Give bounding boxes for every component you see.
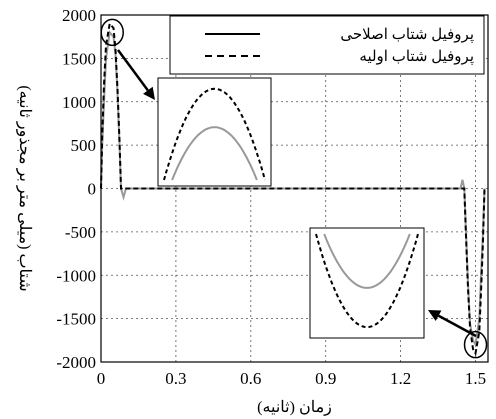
plot-frame xyxy=(100,14,489,363)
series-initial-line xyxy=(100,21,486,357)
x-tick-label: 1.2 xyxy=(390,369,411,388)
x-tick-label: 0.6 xyxy=(240,369,261,388)
x-tick-label: 0.3 xyxy=(165,369,186,388)
x-axis-label: زمان (ثانیه) xyxy=(257,399,332,416)
legend-label-initial: پروفیل شتاب اولیه xyxy=(359,49,474,65)
y-axis-label: شتاب (میلی متر بر مجذور ثانیه) xyxy=(16,85,33,291)
x-tick-label: 0.9 xyxy=(315,369,336,388)
y-tick-label: 1500 xyxy=(62,49,96,68)
legend: پروفیل شتاب اصلاحی پروفیل شتاب اولیه xyxy=(169,15,485,75)
y-tick-label: -1000 xyxy=(56,266,96,285)
inset-layer xyxy=(100,18,488,359)
y-tick-label: 0 xyxy=(88,180,97,199)
zoom-trough xyxy=(309,227,488,359)
y-tick-label: -1500 xyxy=(56,310,96,329)
series-modified-line xyxy=(100,30,486,348)
x-tick-label: 0 xyxy=(97,369,106,388)
zoom-arrow-head xyxy=(143,86,155,100)
zoom-marker-circle xyxy=(463,330,488,359)
zoom-arrow-shaft xyxy=(116,49,149,92)
inset-curve-modified xyxy=(323,233,411,289)
y-tick-label: -2000 xyxy=(56,353,96,372)
tick-labels: 0 0.3 0.6 0.9 1.2 1.5 2000 1500 1000 500 0 -500 -100… xyxy=(56,6,486,388)
zoom-peak xyxy=(100,18,272,187)
zoom-marker-circle xyxy=(100,18,124,47)
y-tick-label: -500 xyxy=(65,223,96,242)
y-tick-label: 2000 xyxy=(62,6,96,25)
zoom-arrow-shaft xyxy=(437,314,477,338)
legend-box xyxy=(169,15,485,75)
x-tick-label: 1.5 xyxy=(465,369,486,388)
y-tick-label: 500 xyxy=(71,136,97,155)
legend-label-modified: پروفیل شتاب اصلاحی xyxy=(340,27,474,43)
inset-frame xyxy=(157,77,272,187)
series-layer xyxy=(100,21,486,357)
inset-curve-initial xyxy=(163,87,266,181)
inset-frame xyxy=(309,227,425,339)
inset-curve-modified xyxy=(171,126,258,181)
y-tick-label: 1000 xyxy=(62,93,96,112)
zoom-arrow-head xyxy=(428,310,442,321)
